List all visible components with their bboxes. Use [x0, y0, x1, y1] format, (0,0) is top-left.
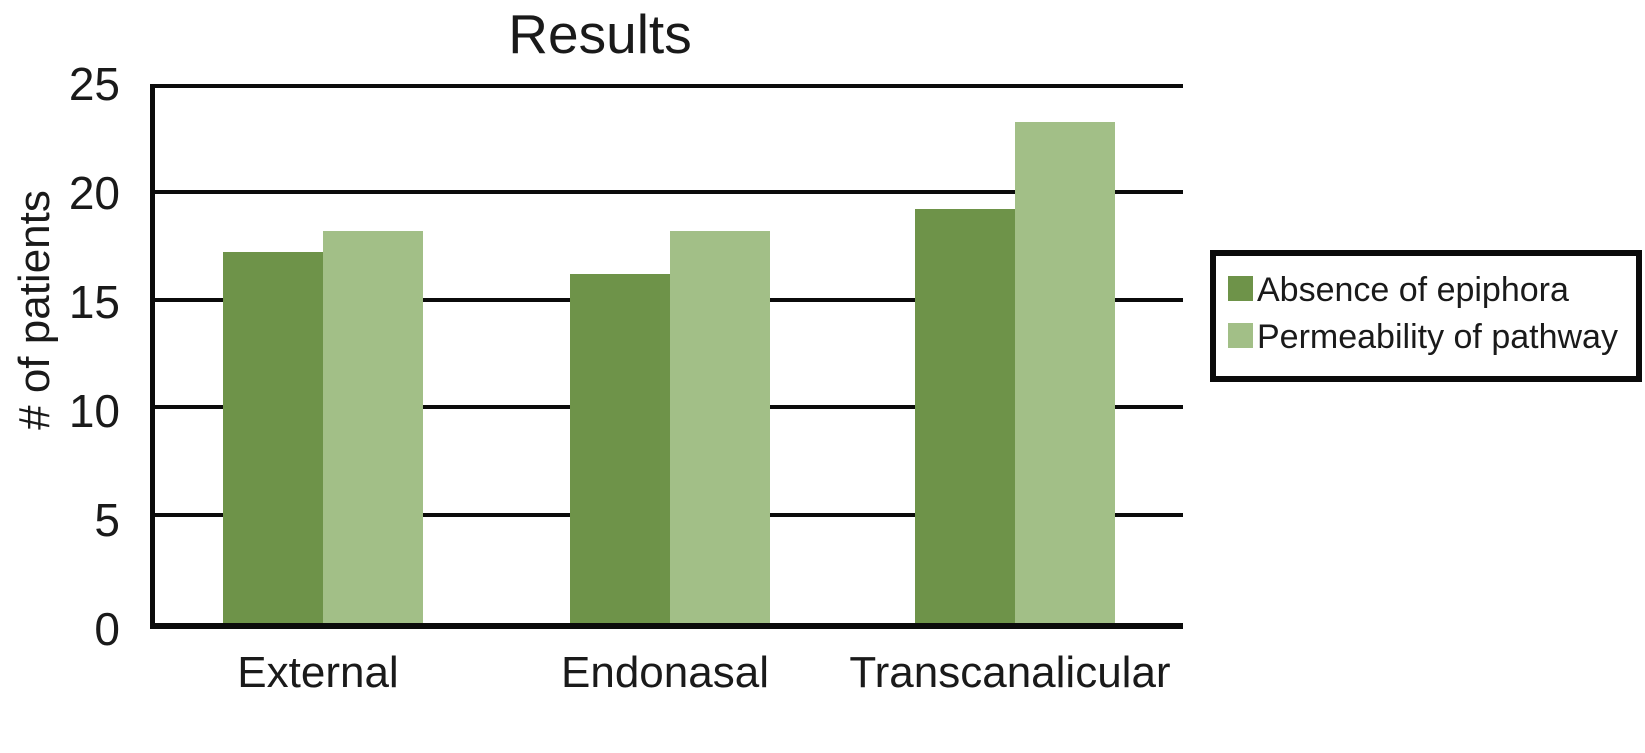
chart-title: Results: [508, 3, 692, 65]
y-tick-label-5: 5: [94, 494, 120, 546]
x-label-external: External: [237, 648, 399, 697]
y-tick-label-20: 20: [68, 167, 120, 219]
legend-swatch-icon: [1228, 276, 1253, 301]
y-tick-label-15: 15: [68, 276, 120, 328]
bar-external-series-2: [323, 230, 423, 623]
y-axis-ticks: 0 5 10 15 20 25: [0, 0, 120, 753]
bar-external-series-1: [223, 252, 323, 623]
legend-swatch-icon: [1228, 322, 1253, 348]
legend-item-1: Absence of epiphora: [1228, 268, 1628, 313]
legend: Absence of epiphora Permeability of pathw…: [1210, 250, 1642, 382]
y-tick-label-0: 0: [94, 603, 120, 655]
y-tick-label-25: 25: [68, 58, 120, 110]
y-tick-label-10: 10: [68, 385, 120, 437]
legend-label: Absence of epiphora: [1257, 271, 1569, 309]
bar-endonasal-series-1: [570, 274, 670, 623]
bar-transcanalicular-series-2: [1015, 121, 1115, 623]
bar-transcanalicular-series-1: [915, 208, 1015, 623]
bar-endonasal-series-2: [670, 230, 770, 623]
legend-item-2: Permeability of pathway: [1228, 315, 1628, 360]
x-label-endonasal: Endonasal: [561, 648, 769, 697]
legend-label: Permeability of pathway: [1257, 317, 1618, 356]
gridline-y-25: [155, 84, 1183, 88]
x-label-transcanalicular: Transcanalicular: [849, 648, 1171, 697]
plot-area: [150, 84, 1183, 629]
gridline-y-20: [155, 189, 1183, 194]
